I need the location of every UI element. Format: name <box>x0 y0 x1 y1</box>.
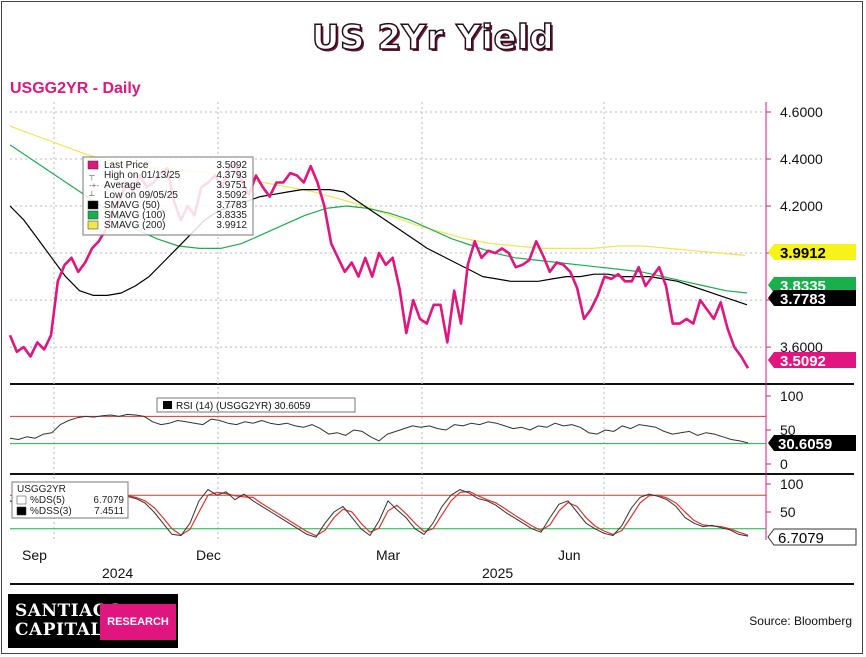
legend-label: Average <box>104 180 142 191</box>
ds-tick-label: 50 <box>780 504 796 520</box>
chart-svg: Sep Dec Mar Jun 2024 2025 4.6000 4.4000 4.2000 4.… <box>8 102 857 585</box>
legend-label: SMAVG (200) <box>104 220 166 231</box>
value-tag-box <box>768 352 856 368</box>
rsi-tick-label: 50 <box>780 422 796 438</box>
page-title: US 2Yr Yield <box>311 17 555 59</box>
dss-line <box>9 485 749 537</box>
rsi-tick-label: 100 <box>780 388 804 404</box>
legend-value: 3.5092 <box>216 160 247 171</box>
legend-swatch <box>87 200 99 210</box>
value-tag-label: 3.9912 <box>780 245 826 262</box>
ds-legend-label: %DS(5) <box>30 495 65 506</box>
y-tick-label: 3.6000 <box>780 339 823 355</box>
value-tag-box <box>768 244 856 260</box>
rsi-legend-box <box>156 397 356 413</box>
logo-line-2: CAPITAL <box>15 620 103 640</box>
legend-label: SMAVG (100) <box>104 210 166 221</box>
legend-value: 3.9751 <box>216 180 247 191</box>
legend-swatch <box>87 210 99 220</box>
value-tag: 3.5092 <box>768 352 856 370</box>
y-tick-label: 4.6000 <box>780 104 823 120</box>
logo: SANTIAGO CAPITAL RESEARCH <box>8 594 178 648</box>
value-tag: 3.7783 <box>768 290 856 308</box>
legend-label: Low on 09/05/25 <box>104 190 178 201</box>
source-note: Source: Bloomberg <box>749 614 852 628</box>
legend-box <box>82 156 254 236</box>
legend-swatch <box>87 160 99 170</box>
ds-legend-label: %DSS(3) <box>30 506 72 517</box>
y-tick-label: 4.2000 <box>780 198 823 214</box>
value-tag-box <box>768 277 856 293</box>
chart-subtitle: USGG2YR - Daily <box>10 80 141 97</box>
ds-line <box>9 485 749 538</box>
ds-value-tag-label: 6.7079 <box>778 530 824 547</box>
legend-label: SMAVG (50) <box>104 200 160 211</box>
year-label: 2025 <box>482 565 513 581</box>
legend-value: 3.8335 <box>216 210 247 221</box>
legend: Last Price 3.5092 ┬ High on 01/13/25 4.3793 -… <box>82 156 254 236</box>
legend-value: 4.3793 <box>216 170 247 181</box>
rsi-line <box>9 413 749 444</box>
ds-legend-box <box>11 481 129 519</box>
ds-legend: USGG2YR%DS(5) 6.7079 %DSS(3) 7.4511 <box>11 481 129 519</box>
legend-marker: ┬ <box>88 171 95 181</box>
ds-value-tag-box <box>767 528 857 546</box>
rsi-legend-label: RSI (14) (USGG2YR) 30.6059 <box>176 401 311 412</box>
legend-label: High on 01/13/25 <box>104 170 181 181</box>
ds-tick-label: 100 <box>780 476 804 492</box>
x-tick-label: Sep <box>22 547 47 563</box>
value-tag-label: 3.7783 <box>780 291 826 308</box>
series-line-smavg-50 <box>9 189 748 306</box>
logo-badge: RESEARCH <box>100 604 176 640</box>
ds-legend-value: 6.7079 <box>93 495 124 506</box>
ds-legend-swatch <box>16 506 27 516</box>
ds-legend-label: USGG2YR <box>17 484 66 495</box>
x-tick-label: Jun <box>558 547 581 563</box>
rsi-tick-label: 0 <box>780 456 788 472</box>
logo-line-1: SANTIAGO <box>15 601 124 621</box>
rsi-legend-swatch <box>163 401 172 409</box>
rsi-value-tag-label: 30.6059 <box>778 436 832 453</box>
value-tag: 3.9912 <box>768 244 856 262</box>
year-label: 2024 <box>102 565 133 581</box>
x-tick-label: Dec <box>196 547 221 563</box>
rsi-value-tag-box <box>768 435 856 451</box>
value-tag-label: 3.5092 <box>780 353 826 370</box>
legend-marker: -+- <box>89 181 99 190</box>
value-tag-box <box>768 290 856 306</box>
legend-value: 3.7783 <box>216 200 247 211</box>
legend-marker: ┴ <box>88 190 95 200</box>
legend-label: Last Price <box>104 160 149 171</box>
ds-legend-value: 7.4511 <box>94 506 124 517</box>
legend-value: 3.5092 <box>216 190 247 201</box>
legend-value: 3.9912 <box>216 220 247 231</box>
legend-swatch <box>87 220 99 230</box>
ds-legend-swatch <box>16 495 27 505</box>
x-tick-label: Mar <box>376 547 400 563</box>
y-tick-label: 4.4000 <box>780 151 823 167</box>
